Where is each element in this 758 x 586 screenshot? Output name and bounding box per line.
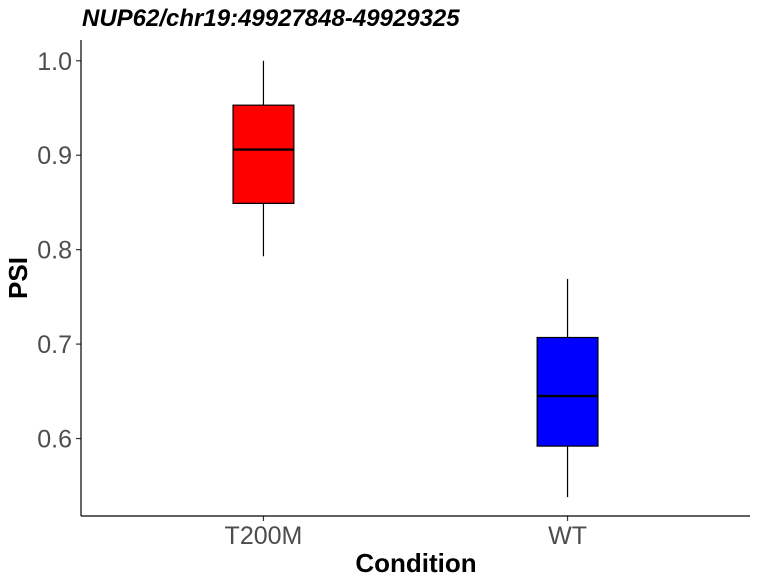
y-tick-label: 0.9 [37,142,72,170]
y-tick-label: 0.6 [37,426,72,454]
y-tick-label: 1.0 [37,48,72,76]
box-iqr [536,336,599,447]
x-tick-label: WT [548,522,587,550]
box-wt [536,278,599,498]
boxes [232,60,599,498]
y-axis-title: PSI [3,257,33,299]
x-tick-label: T200M [225,522,303,550]
box-iqr [232,104,295,204]
x-axis-title: Condition [355,548,476,578]
y-tick-label: 0.8 [37,237,72,265]
y-tick-label: 0.7 [37,331,72,359]
x-axis-ticks: T200M WT [225,516,587,550]
chart-title: NUP62/chr19:49927848-49929325 [82,5,460,32]
y-axis-ticks: 0.6 0.7 0.8 0.9 1.0 [37,48,81,454]
box-t200m [232,60,295,257]
